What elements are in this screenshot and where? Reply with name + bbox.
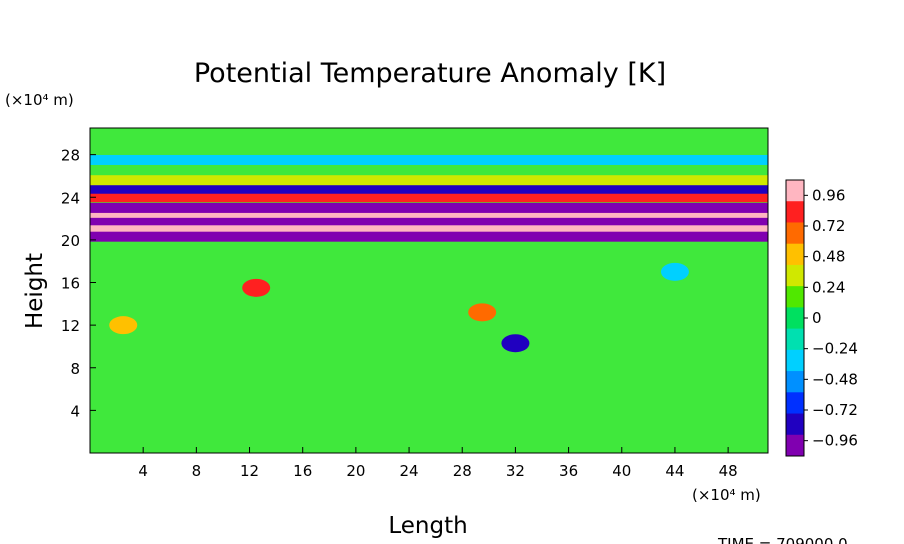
- y-tick-label: 16: [61, 275, 80, 293]
- x-axis-ticks: 4 8 12 16 20 24 28 32 36 40 44 48: [138, 447, 738, 480]
- anomaly-blob: [109, 316, 138, 335]
- colorbar-swatch: [786, 413, 804, 436]
- x-tick-label: 8: [192, 462, 202, 480]
- colorbar-swatch: [786, 264, 804, 287]
- colorbar-swatch: [786, 180, 804, 202]
- y-tick-label: 12: [61, 317, 80, 335]
- x-tick-label: 40: [612, 462, 631, 480]
- colorbar-ticks: 0.96 0.72 0.48 0.24 0 −0.24 −0.48 −0.72 −0.96: [804, 186, 858, 450]
- colorbar-tick-label: 0.48: [812, 248, 845, 266]
- y-tick-label: 4: [70, 402, 80, 420]
- y-unit-label: (×10⁴ m): [5, 91, 74, 109]
- y-tick-label: 28: [61, 147, 80, 165]
- chart-title: Potential Temperature Anomaly [K]: [194, 58, 666, 89]
- y-tick-label: 20: [61, 232, 80, 250]
- anomaly-band: [90, 192, 768, 203]
- x-tick-label: 12: [240, 462, 259, 480]
- colorbar-swatch: [786, 392, 804, 415]
- colorbar: 0.96 0.72 0.48 0.24 0 −0.24 −0.48 −0.72 −0.96: [785, 179, 858, 457]
- anomaly-blob: [468, 303, 497, 322]
- anomaly-blob: [501, 334, 530, 353]
- colorbar-swatch: [786, 222, 804, 245]
- plot-frame: [89, 127, 769, 454]
- colorbar-swatch: [786, 286, 804, 308]
- colorbar-tick-label: 0.72: [812, 217, 845, 235]
- colorbar-tick-label: −0.96: [812, 432, 858, 450]
- anomaly-band: [90, 217, 768, 228]
- colorbar-swatch: [786, 201, 804, 223]
- colorbar-swatch: [786, 371, 804, 393]
- anomaly-band: [90, 202, 768, 213]
- anomaly-blob: [242, 278, 271, 297]
- colorbar-swatch: [786, 243, 804, 266]
- colorbar-tick-label: −0.72: [812, 401, 858, 419]
- anomaly-blob: [660, 262, 689, 281]
- y-axis-label: Height: [22, 253, 48, 329]
- colorbar-tick-label: 0.96: [812, 186, 845, 204]
- anomaly-band: [90, 175, 768, 186]
- anomaly-field: [90, 154, 768, 353]
- colorbar-tick-label: −0.24: [812, 340, 858, 358]
- x-tick-label: 20: [346, 462, 365, 480]
- x-tick-label: 4: [138, 462, 148, 480]
- x-tick-label: 36: [559, 462, 578, 480]
- colorbar-tick-label: −0.48: [812, 370, 858, 388]
- y-axis-ticks: 4 8 12 16 20 24 28: [61, 147, 96, 420]
- colorbar-swatches: [786, 180, 804, 457]
- time-label: TIME = 709000.0: [717, 535, 848, 544]
- anomaly-band: [90, 183, 768, 194]
- colorbar-swatch: [786, 328, 804, 351]
- colorbar-swatch: [786, 349, 804, 372]
- x-tick-label: 28: [453, 462, 472, 480]
- x-tick-label: 44: [665, 462, 684, 480]
- x-tick-label: 32: [506, 462, 525, 480]
- x-unit-label: (×10⁴ m): [692, 486, 761, 504]
- x-axis-label: Length: [388, 513, 467, 539]
- x-tick-label: 48: [719, 462, 738, 480]
- plot-area: [89, 127, 769, 454]
- colorbar-swatch: [786, 307, 804, 330]
- colorbar-tick-label: 0.24: [812, 278, 845, 296]
- y-tick-label: 24: [61, 189, 80, 207]
- x-tick-label: 16: [293, 462, 312, 480]
- anomaly-band: [90, 154, 768, 165]
- y-tick-label: 8: [70, 360, 80, 378]
- x-tick-label: 24: [400, 462, 419, 480]
- anomaly-band: [90, 211, 768, 222]
- anomaly-band: [90, 231, 768, 242]
- anomaly-band: [90, 225, 768, 236]
- colorbar-tick-label: 0: [812, 309, 822, 327]
- colorbar-swatch: [786, 434, 804, 457]
